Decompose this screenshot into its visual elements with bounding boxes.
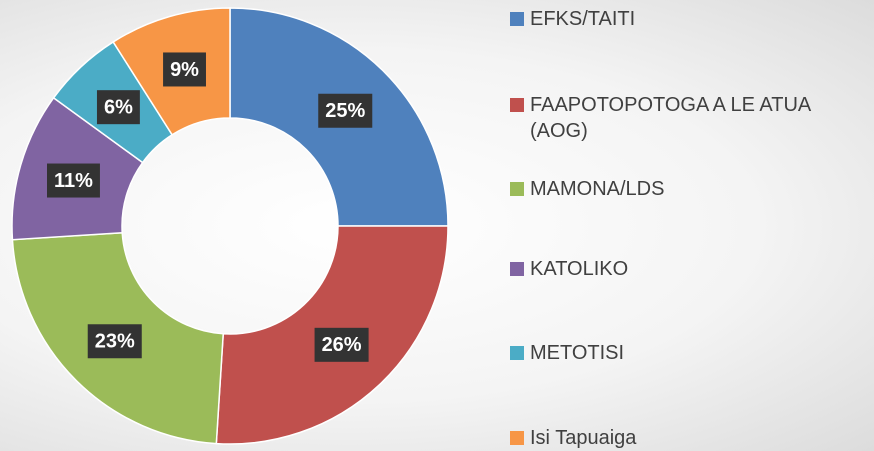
data-label-text: 6% bbox=[104, 96, 133, 118]
data-label-box bbox=[163, 52, 206, 87]
legend-item: Isi Tapuaiga bbox=[510, 425, 870, 451]
data-label: 23% bbox=[87, 324, 142, 359]
legend-swatch bbox=[510, 431, 524, 445]
data-label-box bbox=[314, 327, 369, 362]
data-label: 6% bbox=[96, 90, 140, 125]
data-label-text: 23% bbox=[95, 331, 135, 353]
data-label-text: 25% bbox=[325, 100, 365, 122]
data-label-box bbox=[47, 163, 100, 198]
data-label-text: 9% bbox=[170, 59, 199, 81]
legend-item: EFKS/TAITI bbox=[510, 6, 870, 32]
legend-label: FAAPOTOPOTOGA A LE ATUA (AOG) bbox=[530, 94, 811, 142]
legend-label: KATOLIKO bbox=[530, 258, 629, 280]
legend-item: MAMONA/LDS bbox=[510, 176, 870, 202]
legend-item: FAAPOTOPOTOGA A LE ATUA (AOG) bbox=[510, 92, 870, 144]
legend-swatch bbox=[510, 262, 524, 276]
data-label: 11% bbox=[47, 163, 100, 198]
data-label: 9% bbox=[163, 52, 206, 87]
legend-item: KATOLIKO bbox=[510, 256, 870, 282]
data-label: 26% bbox=[314, 327, 369, 362]
data-label-text: 26% bbox=[322, 334, 362, 356]
chart: 25% 26% 23% 11% 6% 9% bbox=[11, 7, 449, 445]
data-label-text: 11% bbox=[54, 170, 93, 192]
legend-label: Isi Tapuaiga bbox=[530, 427, 637, 449]
legend-label: MAMONA/LDS bbox=[530, 178, 665, 200]
legend-swatch bbox=[510, 12, 524, 26]
data-label-box bbox=[318, 93, 373, 128]
data-label-box bbox=[87, 324, 142, 359]
data-label-box bbox=[96, 90, 140, 125]
legend-swatch bbox=[510, 98, 524, 112]
legend-swatch bbox=[510, 346, 524, 360]
legend-label: EFKS/TAITI bbox=[530, 8, 636, 30]
data-label: 25% bbox=[318, 93, 373, 128]
legend-item: METOTISI bbox=[510, 340, 870, 366]
legend-swatch bbox=[510, 182, 524, 196]
legend-label: METOTISI bbox=[530, 342, 625, 364]
